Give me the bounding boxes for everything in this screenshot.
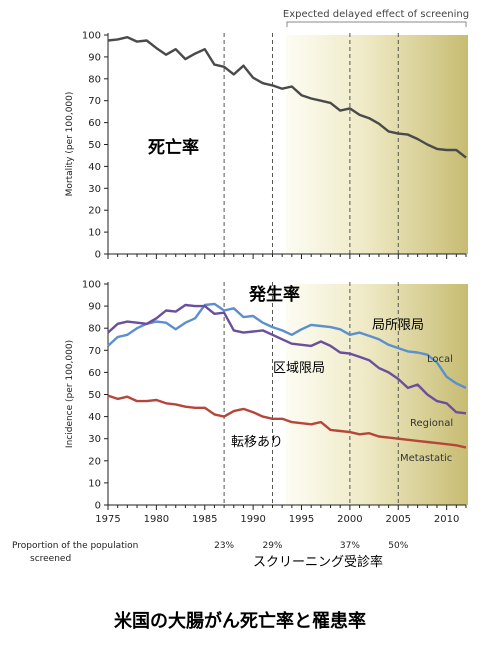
- incidence-y-tick-label: 0: [95, 501, 101, 512]
- mortality-panel: 0 10 20 30 40 50 60 70 80 90 100 Mortality (per 10…: [65, 9, 469, 261]
- mortality-y-tick-label: 20: [88, 206, 101, 217]
- incidence-x-tick-label: 1975: [95, 514, 120, 525]
- incidence-y-tick-label: 50: [88, 390, 101, 401]
- mortality-series-line-0: [107, 36, 467, 159]
- incidence-x-tick-label: 1990: [240, 514, 265, 525]
- mortality-y-tick-label: 80: [88, 74, 101, 85]
- regional-jp-label: 区域限局: [273, 361, 325, 376]
- mortality-y-tick-label: 100: [82, 31, 101, 42]
- mortality-y-tick-label: 90: [88, 52, 101, 63]
- mortality-y-tick-label: 10: [88, 228, 101, 239]
- proportion-value: 50%: [388, 541, 408, 551]
- incidence-x-tick-label: 2005: [386, 514, 411, 525]
- metastatic-jp-label: 転移あり: [231, 435, 283, 450]
- mortality-y-tick-label: 60: [88, 118, 101, 129]
- incidence-y-tick-label: 80: [88, 324, 101, 335]
- incidence-series-line-metastatic: [107, 394, 467, 449]
- incidence-x-tick-label: 1995: [289, 514, 314, 525]
- proportion-label-line1: Proportion of the population: [12, 541, 138, 551]
- incidence-shading: [286, 284, 468, 505]
- proportion-values: 23% 29% 37% 50%: [214, 541, 409, 551]
- proportion-value: 37%: [340, 541, 360, 551]
- proportion-value: 23%: [214, 541, 234, 551]
- proportion-row: Proportion of the population screened 23…: [12, 541, 409, 570]
- mortality-y-tick-label: 50: [88, 140, 101, 151]
- incidence-y-tick-label: 20: [88, 456, 101, 467]
- incidence-series-line-local: [107, 302, 467, 389]
- mortality-x-ticks: [107, 254, 467, 259]
- incidence-y-ticks: 0 10 20 30 40 50 60 70 80 90 100: [82, 280, 108, 512]
- mortality-y-tick-label: 0: [95, 250, 101, 261]
- incidence-x-tick-label: 2000: [337, 514, 362, 525]
- mortality-screening-lines: [223, 33, 399, 254]
- mortality-series: [107, 36, 467, 159]
- local-label: Local: [427, 354, 453, 365]
- mortality-y-tick-label: 70: [88, 96, 101, 107]
- proportion-label-line2: screened: [30, 554, 71, 564]
- incidence-y-tick-label: 40: [88, 412, 101, 423]
- proportion-value: 29%: [262, 541, 282, 551]
- figure-caption: 米国の大腸がん死亡率と罹患率: [114, 610, 366, 632]
- mortality-y-tick-label: 30: [88, 184, 101, 195]
- screening-rate-jp-label: スクリーニング受診率: [253, 554, 383, 570]
- incidence-series: [107, 302, 467, 449]
- incidence-y-tick-label: 70: [88, 346, 101, 357]
- screening-effect-shading: [286, 35, 468, 254]
- incidence-overlay-label: 発生率: [248, 284, 300, 305]
- mortality-y-ticks: 0 10 20 30 40 50 60 70 80 90 100: [82, 31, 108, 261]
- incidence-x-tick-label: 2010: [434, 514, 459, 525]
- incidence-series-line-regional: [107, 303, 467, 415]
- incidence-screening-lines: [223, 282, 399, 505]
- regional-label: Regional: [410, 418, 453, 429]
- incidence-x-tick-label: 1985: [192, 514, 217, 525]
- incidence-y-tick-label: 30: [88, 434, 101, 445]
- screening-effect-bracket: [286, 21, 467, 27]
- local-jp-label: 局所限局: [372, 318, 424, 333]
- metastatic-label: Metastatic: [400, 453, 452, 464]
- incidence-y-tick-label: 10: [88, 478, 101, 489]
- screening-effect-label: Expected delayed effect of screening: [283, 9, 469, 20]
- incidence-y-tick-label: 100: [82, 280, 101, 291]
- incidence-x-ticks: 1975 1980 1985 1990 1995 2000 2005 2010: [95, 505, 467, 525]
- mortality-y-tick-label: 40: [88, 162, 101, 173]
- mortality-axis-title: Mortality (per 100,000): [65, 92, 75, 197]
- incidence-y-tick-label: 60: [88, 368, 101, 379]
- incidence-y-tick-label: 90: [88, 302, 101, 313]
- incidence-x-tick-label: 1980: [144, 514, 169, 525]
- mortality-overlay-label: 死亡率: [148, 137, 199, 158]
- incidence-axis-title: Incidence (per 100,000): [65, 340, 75, 448]
